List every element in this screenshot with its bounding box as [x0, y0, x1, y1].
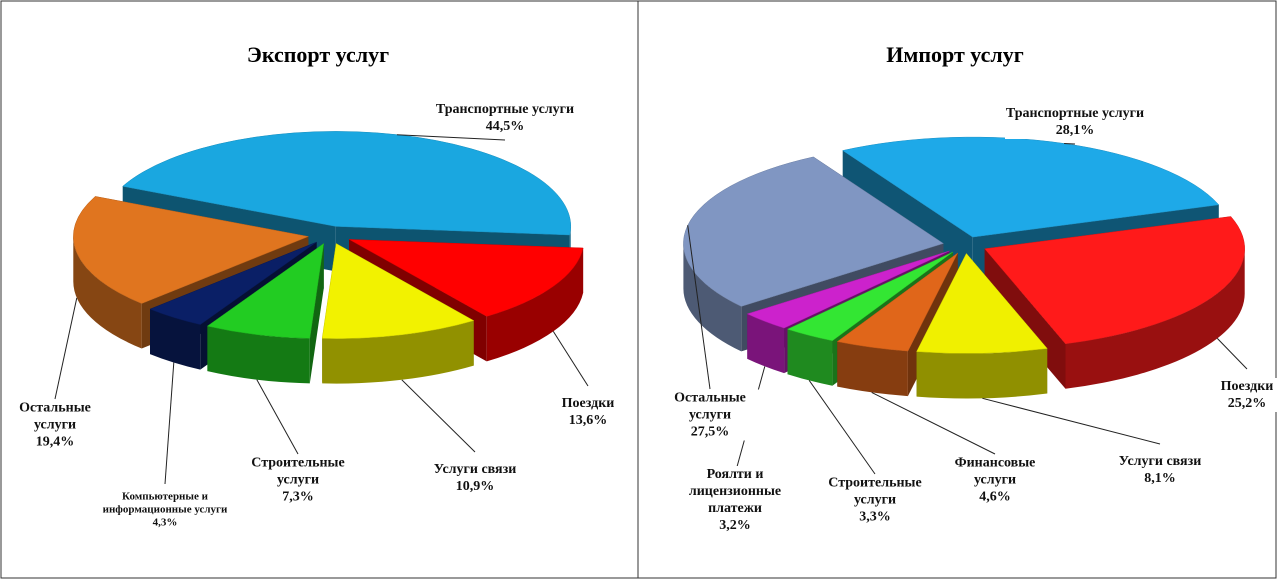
slice-value: 19,4% [35, 434, 75, 450]
leader-line [982, 397, 1161, 445]
slice [916, 252, 1048, 354]
slice-value: 28,1% [1055, 123, 1095, 138]
data-label: Строительные услуги 7,3% [243, 454, 353, 506]
slice-side [486, 248, 584, 362]
slice [149, 241, 317, 325]
slice [984, 216, 1245, 345]
slice-side [1065, 248, 1245, 389]
slice-side [207, 326, 310, 384]
slice-name: Роялти и лицензионные платежи [688, 467, 782, 516]
slice-value: 4,3% [152, 516, 178, 529]
data-label: Остальные услуги 19,4% [5, 399, 105, 451]
slice [348, 239, 584, 317]
leader-line [256, 379, 299, 455]
slice-name: Строительные услуги [828, 475, 922, 508]
slice-name: Остальные услуги [674, 390, 746, 423]
slice-value: 10,9% [455, 479, 495, 494]
slice-side [837, 341, 908, 397]
slice-name: Услуги связи [1118, 454, 1202, 469]
data-label: Транспортные услуги 28,1% [1005, 105, 1145, 139]
slice-side [916, 348, 1048, 399]
slice-name: Финансовые услуги [954, 455, 1036, 488]
slice-name: Остальные услуги [19, 400, 91, 433]
data-label: Поездки 13,6% [548, 395, 628, 429]
slice-name: Строительные услуги [251, 455, 345, 488]
slice [73, 196, 310, 304]
slice [206, 242, 325, 339]
data-label: Услуги связи 8,1% [1105, 453, 1215, 487]
slice-value: 25,2% [1227, 396, 1267, 411]
slice-side [787, 329, 833, 386]
slice-value: 3,3% [859, 509, 891, 525]
data-label: Поездки 25,2% [1207, 378, 1277, 412]
slice-value: 4,6% [979, 489, 1011, 505]
slice-value: 3,2% [719, 518, 751, 533]
leader-line [1064, 143, 1076, 145]
leader-line [871, 391, 996, 455]
slice [746, 250, 950, 329]
slice [321, 243, 475, 339]
leader-line [54, 297, 78, 400]
slice-name: Транспортные услуги [1005, 106, 1145, 121]
leader-line [687, 225, 711, 390]
data-label: Остальные услуги 27,5% [660, 389, 760, 441]
data-label: Услуги связи 10,9% [420, 461, 530, 495]
slice [786, 251, 953, 341]
chart-title: Импорт услуг [886, 42, 1024, 67]
slice [842, 136, 1220, 238]
data-label: Транспортные услуги 44,5% [435, 101, 575, 135]
leader-line [1216, 338, 1248, 370]
chart-title: Экспорт услуг [246, 42, 390, 67]
data-label: Финансовые услуги 4,6% [940, 454, 1050, 506]
leader-line [808, 380, 876, 475]
slice-name: Поездки [561, 396, 615, 411]
slice-name: Компьютерные и информационные услуги [102, 490, 228, 516]
slice-value: 13,6% [568, 413, 608, 428]
leader-line [552, 331, 589, 387]
slice-side [73, 236, 142, 349]
slice-name: Транспортные услуги [435, 102, 575, 117]
slice [836, 252, 958, 352]
leader-line [164, 362, 175, 485]
slice-value: 27,5% [690, 424, 730, 440]
slice-value: 7,3% [282, 489, 314, 505]
slice-name: Поездки [1220, 379, 1274, 394]
slice-side [683, 243, 742, 352]
data-label: Роялти и лицензионные платежи 3,2% [680, 466, 790, 534]
data-label: Компьютерные и информационные услуги 4,3% [100, 490, 230, 530]
slice-value: 44,5% [485, 119, 525, 134]
leader-line [401, 379, 476, 453]
slice-side [150, 309, 201, 370]
slice-side [322, 320, 474, 384]
slice-value: 8,1% [1144, 471, 1176, 486]
slice-side [747, 313, 785, 374]
data-label: Строительные услуги 3,3% [820, 474, 930, 526]
leader-line [396, 134, 506, 141]
slice-name: Услуги связи [433, 462, 517, 477]
